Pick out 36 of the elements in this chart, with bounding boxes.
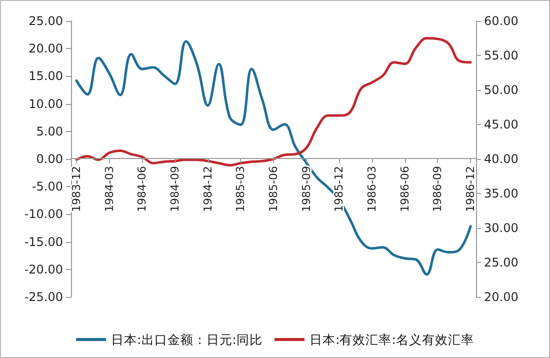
x-tick-label: 1986-09 xyxy=(431,166,444,212)
y2-tick-label: 40.00 xyxy=(484,152,518,166)
y2-tick-label: 55.00 xyxy=(484,48,518,62)
y-tick-label: 25.00 xyxy=(28,14,63,28)
y-tick-label: -5.00 xyxy=(32,180,63,194)
x-tick-label: 1983-12 xyxy=(70,166,83,212)
x-tick-label: 1984-09 xyxy=(168,166,182,212)
y2-tick-label: 45.00 xyxy=(484,118,518,132)
y2-tick-label: 35.00 xyxy=(484,186,518,200)
x-tick-label: 1985-12 xyxy=(332,166,346,212)
line-series xyxy=(75,37,472,166)
x-tick-label: 1985-09 xyxy=(300,166,313,212)
y-tick-label: 20.00 xyxy=(28,42,63,56)
y2-tick-label: 25.00 xyxy=(484,256,518,270)
x-tick-label: 1986-06 xyxy=(398,166,412,212)
y-tick-label: -15.00 xyxy=(24,234,63,249)
x-tick-label: 1984-03 xyxy=(102,166,116,212)
y-tick-label: 5.00 xyxy=(36,124,63,138)
y-tick-label: 10.00 xyxy=(28,96,63,111)
y2-tick-label: 30.00 xyxy=(484,221,518,235)
x-tick-label: 1985-03 xyxy=(234,166,248,212)
legend-label: 日本:有效汇率:名义有效汇率 xyxy=(310,332,474,347)
x-tick-label: 1986-03 xyxy=(366,166,379,212)
x-tick-label: 1984-06 xyxy=(136,166,149,212)
y-tick-label: -10.00 xyxy=(24,207,63,222)
y-tick-label: -20.00 xyxy=(24,262,63,276)
legend-label: 日本:出口金额：日元:同比 xyxy=(111,332,263,347)
y2-tick-label: 60.00 xyxy=(484,14,518,28)
y-tick-label: -25.00 xyxy=(24,290,63,304)
x-tick-label: 1986-12 xyxy=(464,166,478,212)
y-tick-label: 0.00 xyxy=(36,152,63,166)
y2-tick-label: 50.00 xyxy=(484,83,518,97)
y-tick-label: 15.00 xyxy=(28,69,63,84)
x-tick-label: 1984-12 xyxy=(201,166,214,212)
y2-tick-label: 20.00 xyxy=(484,290,518,304)
x-tick-label: 1985-06 xyxy=(267,166,280,212)
